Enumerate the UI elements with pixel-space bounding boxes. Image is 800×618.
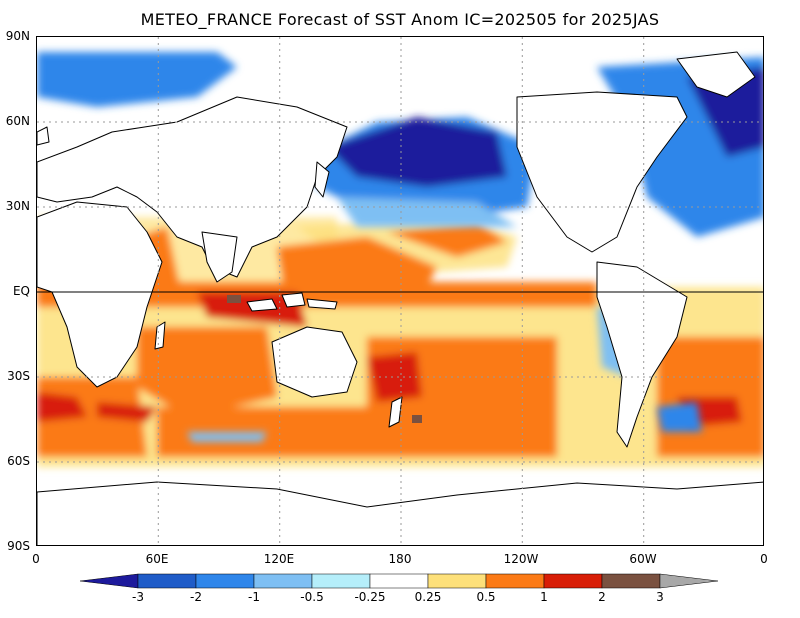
y-label-60n: 60N (5, 114, 30, 128)
colorbar-label-m05: -0.5 (300, 590, 324, 604)
colorbar-seg-2 (195, 573, 255, 589)
colorbar-label-3: 3 (656, 590, 664, 604)
colorbar-seg-0 (79, 573, 139, 589)
x-label-60e: 60E (145, 552, 169, 566)
colorbar-seg-1 (137, 573, 197, 589)
colorbar-seg-4 (311, 573, 371, 589)
colorbar-label-1: 1 (540, 590, 548, 604)
colorbar-seg-3 (253, 573, 313, 589)
colorbar-label-025: 0.25 (414, 590, 442, 604)
y-label-60s: 60S (7, 454, 30, 468)
map-canvas (37, 37, 763, 545)
colorbar (79, 573, 719, 589)
colorbar-label-m3: -3 (132, 590, 144, 604)
colorbar-seg-10 (659, 573, 719, 589)
colorbar-label-05: 0.5 (476, 590, 496, 604)
x-label-120e: 120E (263, 552, 295, 566)
x-label-180: 180 (388, 552, 412, 566)
x-label-0: 0 (32, 552, 40, 566)
y-label-30n: 30N (5, 199, 30, 213)
x-label-60w: 60W (629, 552, 657, 566)
colorbar-seg-9 (601, 573, 661, 589)
sst-anomaly-map (36, 36, 764, 546)
colorbar-seg-8 (543, 573, 603, 589)
y-label-30s: 30S (7, 369, 30, 383)
colorbar-seg-7 (485, 573, 545, 589)
colorbar-label-2: 2 (598, 590, 606, 604)
colorbar-label-m025: -0.25 (354, 590, 386, 604)
colorbar-seg-5 (369, 573, 429, 589)
y-label-90s: 90S (7, 539, 30, 553)
y-label-eq: EQ (12, 284, 30, 298)
y-label-90n: 90N (5, 29, 30, 43)
colorbar-label-m1: -1 (248, 590, 260, 604)
plot-title: METEO_FRANCE Forecast of SST Anom IC=202… (140, 10, 660, 29)
x-label-0-right: 0 (760, 552, 768, 566)
colorbar-seg-6 (427, 573, 487, 589)
colorbar-label-m2: -2 (190, 590, 202, 604)
x-label-120w: 120W (503, 552, 539, 566)
